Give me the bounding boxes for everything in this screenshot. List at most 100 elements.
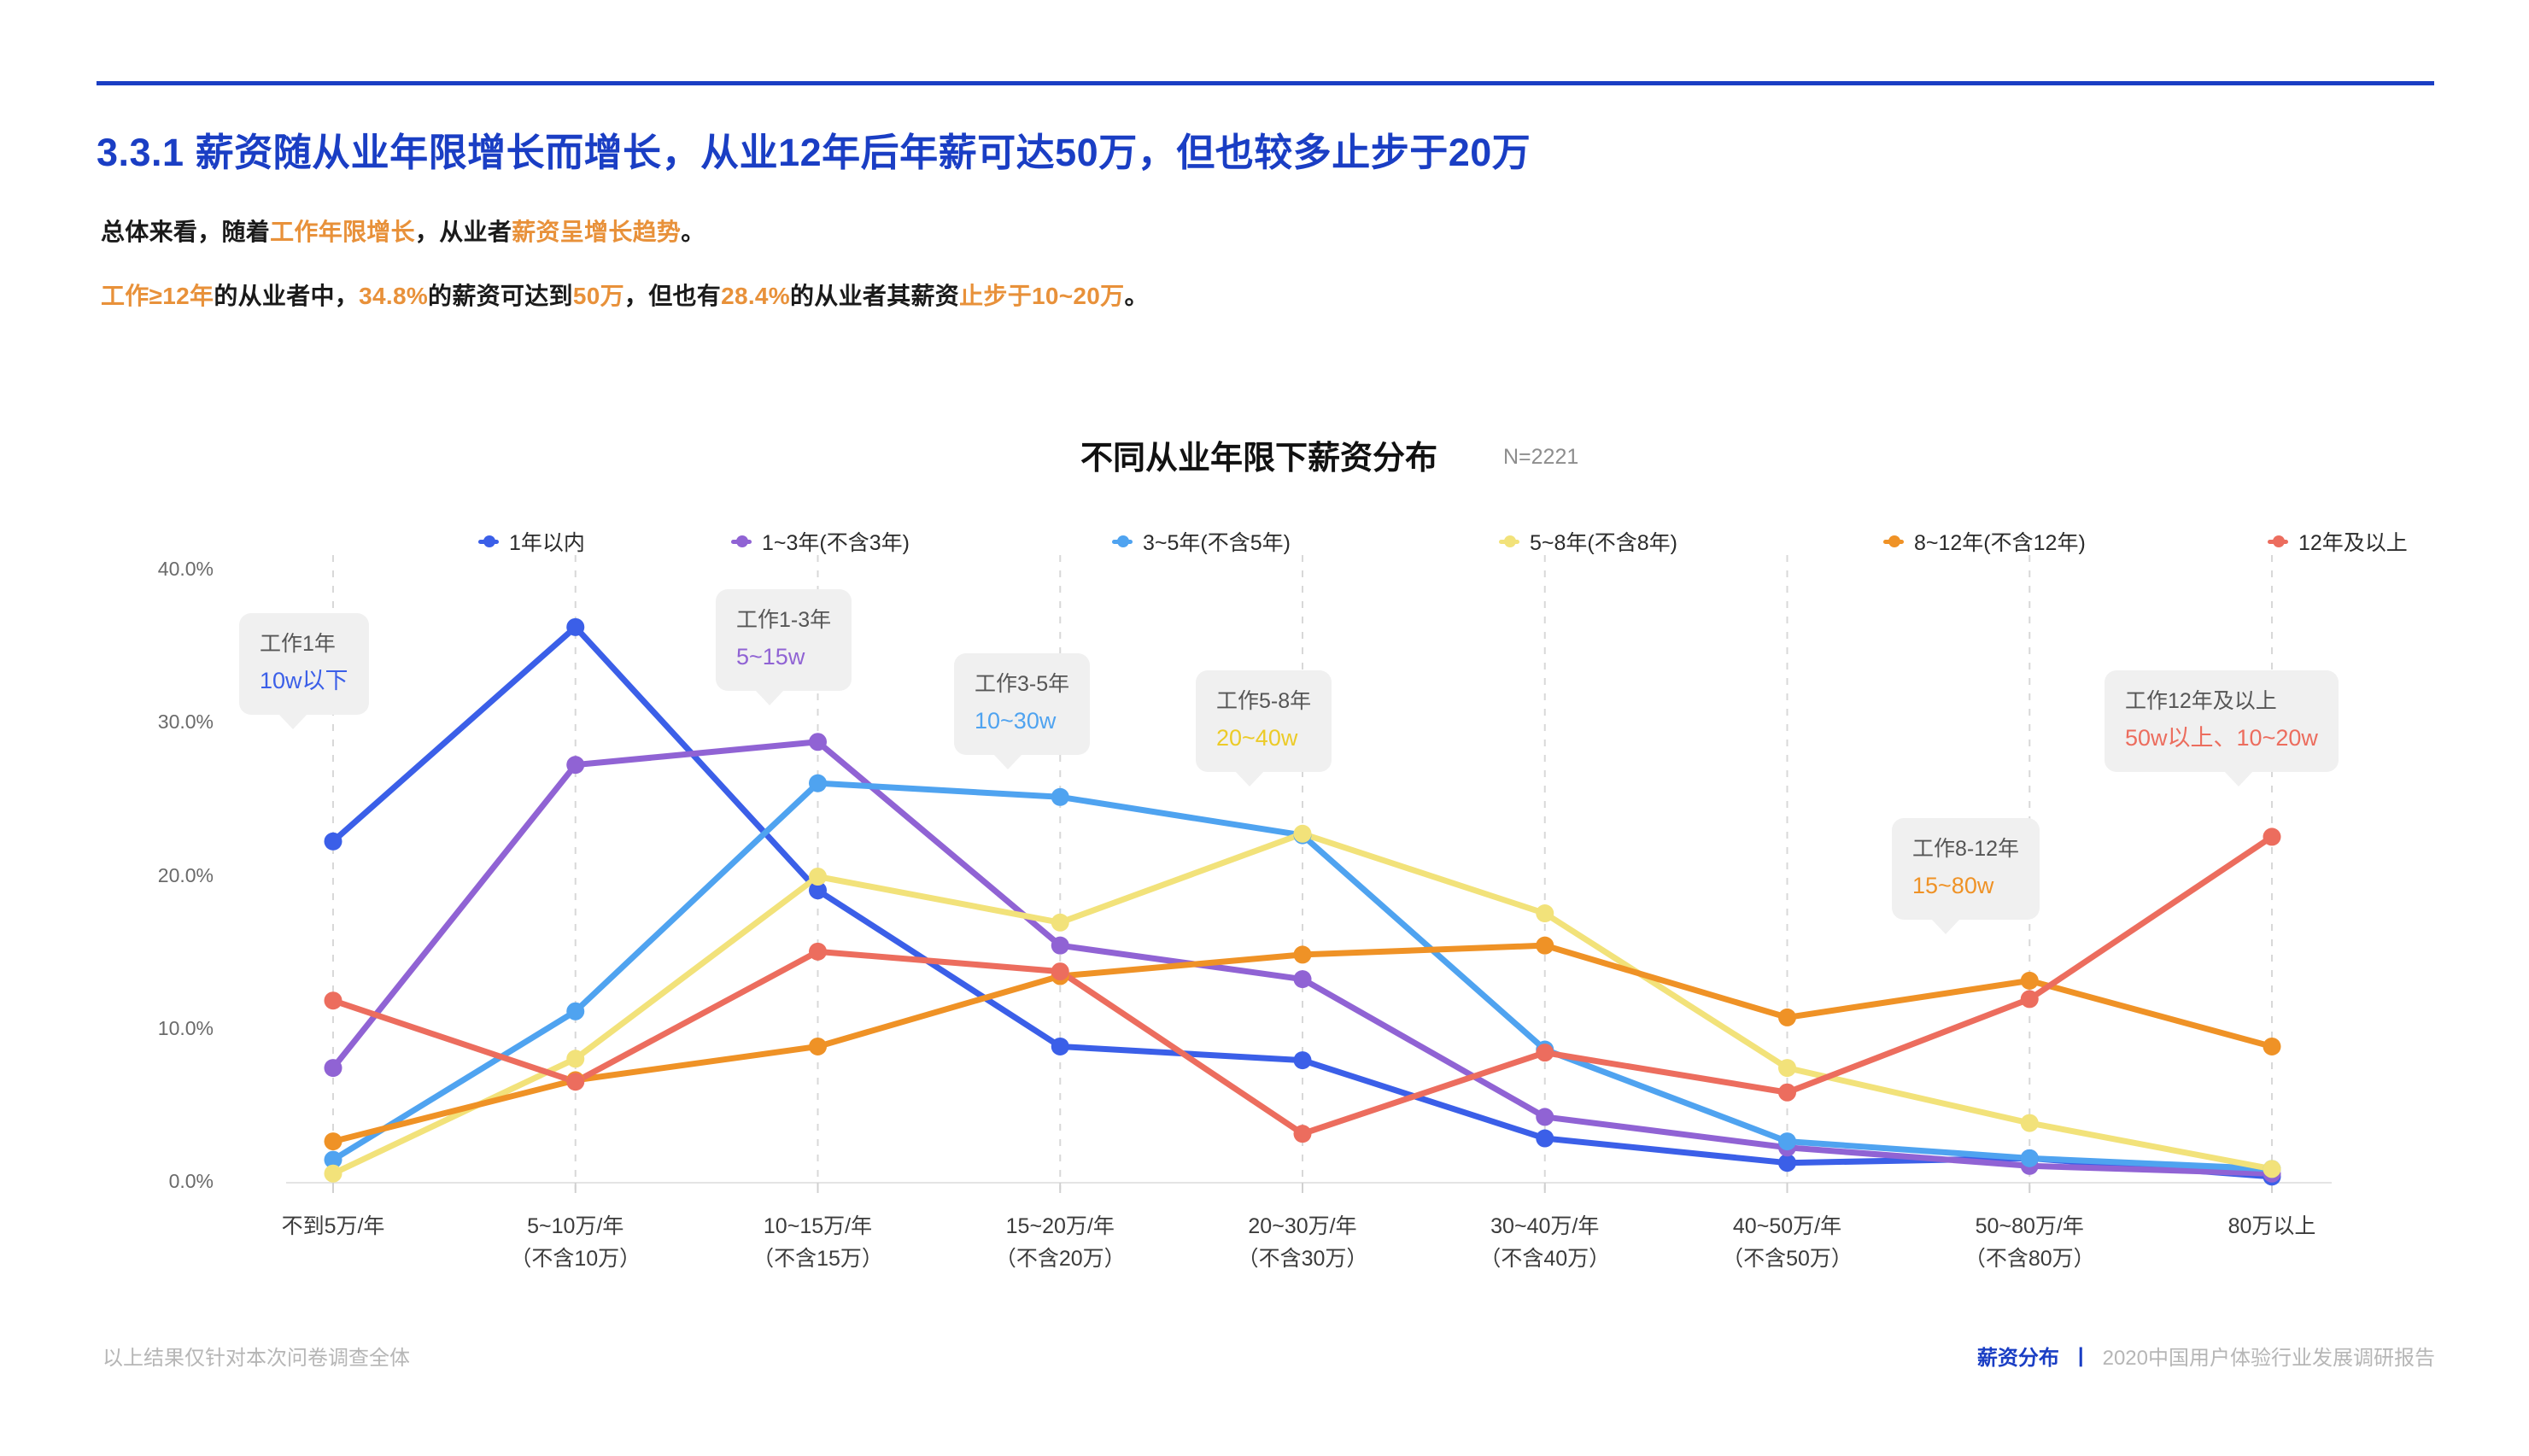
summary-segment: 28.4% — [721, 283, 790, 309]
legend-item-2[interactable]: 3~5年(不含5年) — [1112, 526, 1291, 557]
x-axis-tick-label: 20~30万/年 （不含30万） — [1157, 1211, 1448, 1275]
legend-item-1[interactable]: 1~3年(不含3年) — [731, 526, 910, 557]
series-point — [1051, 913, 1069, 932]
x-axis-tick-label: 15~20万/年 （不含20万） — [915, 1211, 1205, 1275]
legend-label: 3~5年(不含5年) — [1143, 531, 1291, 555]
series-point — [809, 881, 827, 900]
series-point — [2263, 827, 2281, 846]
x-axis-tick-label-line1: 5~10万/年 — [527, 1214, 624, 1238]
summary-segment: 止步于10~20万 — [959, 283, 1125, 309]
callout-tail — [2224, 771, 2253, 787]
series-point — [324, 991, 342, 1010]
chart-sample-size: N=2221 — [1503, 445, 1579, 469]
series-point — [324, 1164, 342, 1183]
series-point — [1536, 904, 1554, 923]
series-point — [809, 942, 827, 961]
x-axis-tick-label-line1: 50~80万/年 — [1975, 1214, 2084, 1238]
y-axis-tick-label: 20.0% — [157, 863, 214, 886]
series-point — [1293, 1125, 1312, 1143]
callout-tail — [1235, 771, 1264, 787]
chart-callout-4: 工作8-12年 15~80w — [1892, 818, 2040, 935]
series-point — [324, 1059, 342, 1078]
callout-tail — [755, 690, 784, 706]
callout-value: 15~80w — [1912, 873, 1994, 899]
legend-item-4[interactable]: 8~12年(不含12年) — [1883, 526, 2086, 557]
x-axis-tick-label-line1: 10~15万/年 — [763, 1214, 873, 1238]
x-axis-tick-label-line2: （不含80万） — [1964, 1246, 2095, 1271]
x-axis-tick-label: 不到5万/年 — [188, 1211, 478, 1243]
series-point — [324, 1132, 342, 1151]
series-point — [809, 1037, 827, 1055]
footer-section: 薪资分布 — [1976, 1347, 2059, 1370]
series-point — [2020, 971, 2039, 990]
legend-marker-icon — [1112, 531, 1133, 552]
summary-segment: 34.8% — [359, 283, 429, 309]
callout-title: 工作1-3年 — [736, 608, 832, 632]
callout-tail — [993, 754, 1022, 770]
y-axis-tick-label: 0.0% — [168, 1170, 214, 1192]
x-axis-tick-label: 10~15万/年 （不含15万） — [673, 1211, 963, 1275]
legend-marker-icon — [1883, 531, 1904, 552]
x-axis-tick-label: 50~80万/年 （不含80万） — [1884, 1211, 2175, 1275]
chart-callout-2: 工作3-5年 10~30w — [954, 653, 1091, 770]
series-point — [2020, 1149, 2039, 1167]
x-axis-tick-label-line1: 不到5万/年 — [281, 1214, 385, 1238]
callout-title: 工作8-12年 — [1912, 837, 2020, 861]
series-point — [809, 868, 827, 886]
series-point — [566, 617, 585, 636]
legend-label: 12年及以上 — [2298, 531, 2408, 555]
callout-value: 20~40w — [1216, 725, 1298, 751]
x-axis-tick-label: 30~40万/年 （不含40万） — [1400, 1211, 1690, 1275]
summary-segment: 的从业者中， — [214, 283, 360, 309]
summary-segment: ，但也有 — [623, 283, 722, 309]
series-point — [1536, 1129, 1554, 1148]
series-point — [1536, 936, 1554, 955]
x-axis-tick-label-line2: （不含50万） — [1722, 1246, 1853, 1271]
legend-marker-icon — [478, 531, 499, 552]
series-point — [566, 756, 585, 775]
legend-marker-icon — [731, 531, 752, 552]
chart-legend: 1年以内 1~3年(不含3年) 3~5年(不含5年) 5~8年(不含8年) 8~12年(… — [478, 526, 2408, 560]
series-point — [1778, 1154, 1796, 1172]
series-line-1 — [330, 739, 2275, 1177]
callout-title: 工作3-5年 — [975, 672, 1070, 696]
series-point — [2020, 990, 2039, 1009]
series-point — [1293, 945, 1312, 964]
legend-item-3[interactable]: 5~8年(不含8年) — [1499, 526, 1677, 557]
x-axis-tick-label-line1: 80万以上 — [2228, 1214, 2316, 1238]
series-point — [1778, 1132, 1796, 1151]
summary-segment: 。 — [1124, 283, 1149, 309]
series-point — [1293, 826, 1312, 845]
series-point — [2263, 1164, 2281, 1183]
footer-divider: | — [2077, 1343, 2084, 1367]
callout-value: 5~15w — [736, 644, 805, 670]
footer-report-title: 2020中国用户体验行业发展调研报告 — [2102, 1347, 2435, 1370]
series-point — [1051, 962, 1069, 981]
series-point — [566, 1050, 585, 1068]
footer-note: 以上结果仅针对本次问卷调查全体 — [102, 1347, 410, 1370]
series-point — [1536, 1108, 1554, 1126]
legend-item-0[interactable]: 1年以内 — [478, 526, 585, 557]
footer-meta: 薪资分布 | 2020中国用户体验行业发展调研报告 — [1977, 1341, 2435, 1371]
x-axis-tick-label: 40~50万/年 （不含50万） — [1642, 1211, 1933, 1275]
x-axis-tick-label: 80万以上 — [2127, 1211, 2417, 1243]
legend-label: 5~8年(不含8年) — [1530, 531, 1677, 555]
series-point — [1293, 970, 1312, 989]
series-point — [566, 1073, 585, 1091]
callout-title: 工作12年及以上 — [2125, 689, 2277, 713]
chart-callout-5: 工作12年及以上 50w以上、10~20w — [2105, 670, 2339, 787]
x-axis-tick-label: 5~10万/年 （不含10万） — [430, 1211, 721, 1275]
chart-callout-3: 工作5-8年 20~40w — [1196, 670, 1332, 787]
chart-callout-1: 工作1-3年 5~15w — [716, 589, 852, 706]
x-axis-tick-label-line2: （不含20万） — [994, 1246, 1126, 1271]
x-axis-tick-label-line1: 20~30万/年 — [1248, 1214, 1357, 1238]
y-axis-tick-label: 10.0% — [157, 1016, 214, 1039]
series-point — [809, 733, 827, 751]
legend-item-5[interactable]: 12年及以上 — [2268, 526, 2408, 557]
series-point — [566, 1071, 585, 1090]
series-point — [2020, 1149, 2039, 1167]
callout-value: 10~30w — [975, 708, 1057, 734]
summary-segment: 的薪资可达到 — [428, 283, 573, 309]
y-axis-tick-label: 30.0% — [157, 710, 214, 734]
